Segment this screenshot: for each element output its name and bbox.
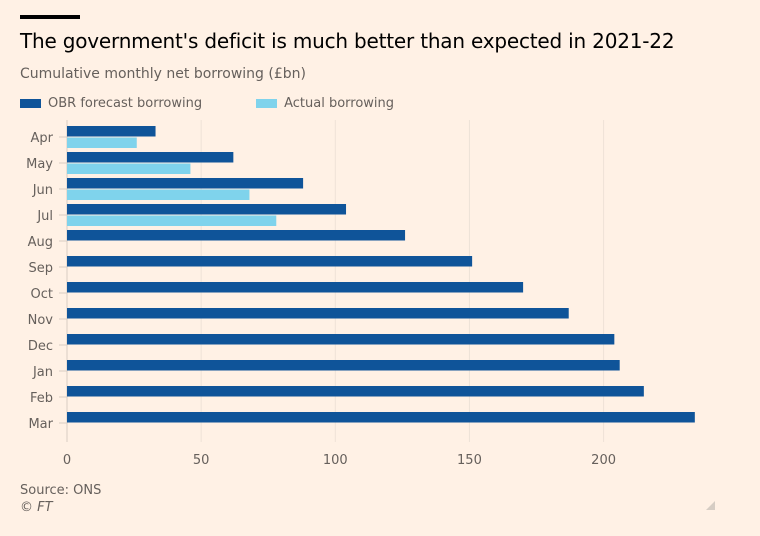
chart-subtitle: Cumulative monthly net borrowing (£bn) [20,66,306,82]
bar-obr-feb [67,386,644,397]
bar-obr-aug [67,230,406,241]
bar-obr-oct [67,282,524,293]
x-tick-label: 0 [63,453,71,468]
y-tick-label: Mar [28,417,53,432]
source-note: Source: ONS [20,483,102,498]
bar-actual-may [67,163,191,174]
bar-obr-jun [67,178,304,189]
bar-obr-jul [67,204,347,215]
bar-actual-jun [67,189,250,200]
y-tick-label: Oct [31,287,53,302]
y-tick-label: Jan [32,365,53,380]
y-tick-label: Apr [31,131,54,146]
y-tick-label: May [26,157,53,172]
copyright: © FT [20,500,53,515]
x-tick-label: 150 [457,453,482,468]
bar-obr-jan [67,360,620,371]
legend-label-obr: OBR forecast borrowing [48,96,203,111]
bar-obr-sep [67,256,473,267]
legend-swatch-actual [256,99,278,108]
legend-item-actual: Actual borrowing [256,96,394,111]
chart-title: The government's deficit is much better … [20,29,675,53]
legend-item-obr: OBR forecast borrowing [20,96,202,111]
x-tick-label: 50 [193,453,210,468]
y-tick-label: Jun [32,183,53,198]
bar-obr-dec [67,334,615,345]
x-tick-label: 100 [323,453,348,468]
y-tick-label: Dec [28,339,53,354]
y-tick-label: Jul [36,209,53,224]
resize-handle-icon [706,501,715,510]
bar-obr-mar [67,412,695,423]
brand-bar [20,15,80,19]
y-tick-label: Feb [30,391,53,406]
bar-obr-apr [67,126,156,137]
legend-label-actual: Actual borrowing [284,96,395,111]
y-tick-label: Aug [28,235,53,250]
bar-actual-apr [67,137,137,148]
bar-obr-may [67,152,234,163]
bar-obr-nov [67,308,569,319]
y-tick-label: Sep [28,261,53,276]
legend: OBR forecast borrowing Actual borrowing [20,96,418,111]
x-tick-label: 200 [591,453,616,468]
bar-actual-jul [67,215,277,226]
legend-swatch-obr [20,99,41,108]
y-tick-label: Nov [28,313,54,328]
